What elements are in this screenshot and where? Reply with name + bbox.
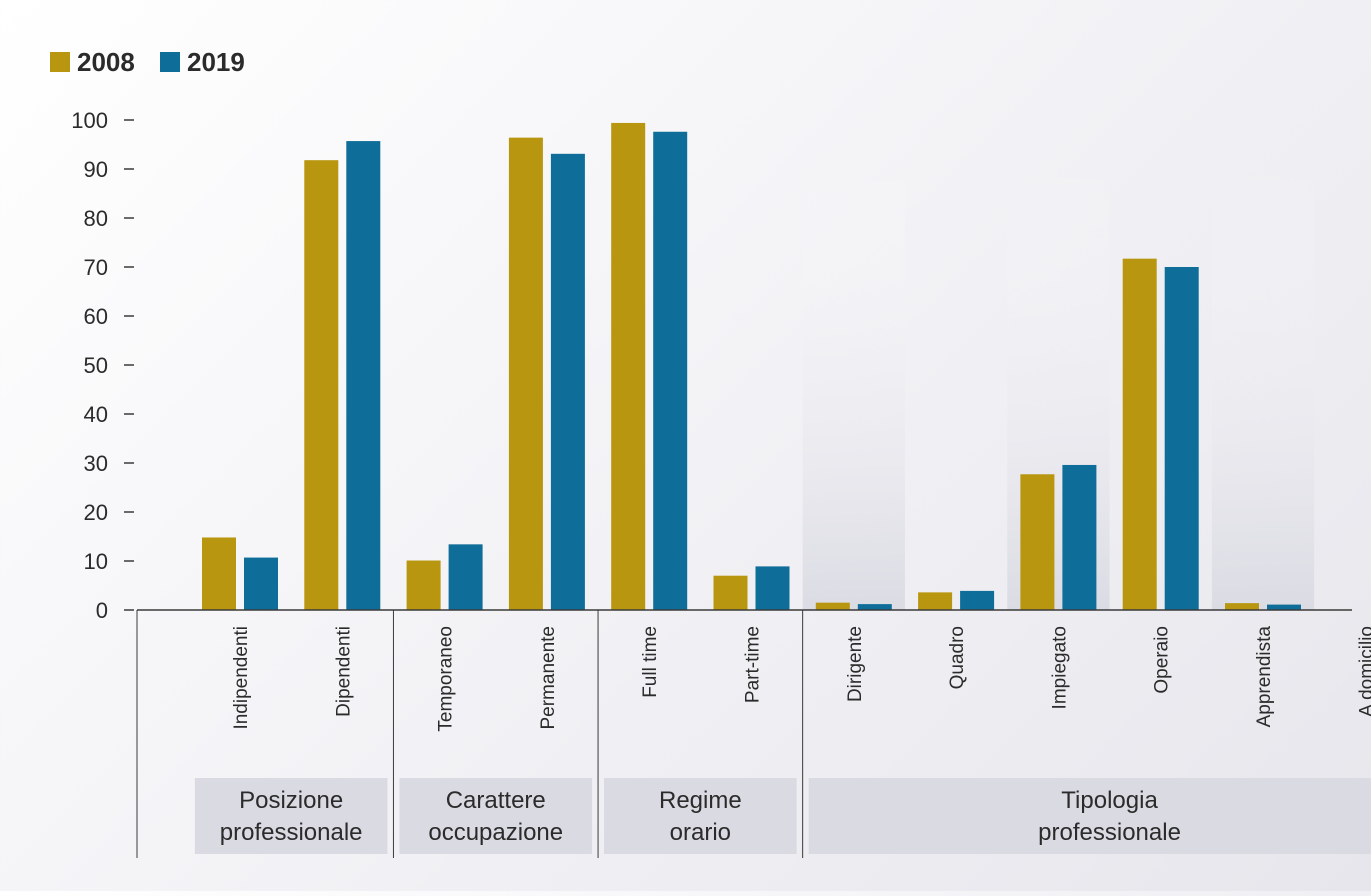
bar-2008 [1225,603,1259,610]
y-tick-label: 0 [96,598,108,623]
category-label: Apprendista [1254,626,1275,728]
y-tick-label: 10 [84,549,108,574]
column-shade [1211,160,1315,610]
bar-2008 [611,122,646,610]
column-shade [802,160,905,610]
category-label: Dirigente [845,626,866,702]
y-tick-label: 20 [84,500,108,525]
category-label: Temporaneo [436,626,457,732]
bar-2019 [244,557,278,610]
category-label: A domicilio [1356,626,1371,717]
bar-2019 [755,566,790,610]
y-tick-label: 50 [84,353,108,378]
group-labels: Posizione professionale Carattere occupazio… [194,610,1371,858]
bar-2019 [1164,267,1199,610]
y-tick-label: 60 [84,304,108,329]
group-label: occupazione [428,819,563,846]
group-label-box [808,778,1371,854]
background-layer [802,160,1315,610]
y-tick-label: 100 [71,108,108,133]
bar-2019 [653,131,688,610]
y-axis: 0 10 20 30 40 50 60 70 80 90 100 [71,108,134,623]
bar-2008 [1122,258,1157,610]
x-axis: Indipendenti Dipendenti Temporaneo Permanen… [136,609,1371,858]
group-label-box [194,778,388,854]
legend: 2008 2019 [50,47,245,77]
bar-2008 [918,592,953,610]
bar-2008 [713,575,748,610]
bar-2008 [304,160,339,610]
group-label: professionale [1038,819,1181,846]
bar-2019 [550,153,585,610]
bar-2019 [1062,464,1097,610]
bar-2008 [406,560,441,610]
bar-2019 [448,544,483,610]
y-tick-label: 80 [84,206,108,231]
group-label: Tipologia [1061,787,1158,814]
category-label: Dipendenti [333,626,354,717]
bar-2008 [202,537,236,610]
y-tick-label: 30 [84,451,108,476]
y-tick-label: 90 [84,157,108,182]
bar-2019 [960,590,995,610]
category-label: Impiegato [1049,626,1070,709]
group-label: Posizione [239,787,343,814]
group-label-box [399,778,593,854]
category-label: Operaio [1152,626,1173,694]
bar-2008 [508,137,543,610]
bar-2019 [1267,604,1301,610]
y-tick-label: 40 [84,402,108,427]
legend-label: 2019 [187,47,245,77]
bars-layer [202,122,1301,610]
legend-swatch [160,52,180,72]
legend-label: 2008 [77,47,135,77]
legend-swatch [50,52,70,72]
bar-2019 [346,141,381,610]
category-label: Permanente [538,626,559,730]
group-label: Regime [659,787,742,814]
group-label: Carattere [446,787,546,814]
bar-2008 [1020,474,1055,610]
y-tick-label: 70 [84,255,108,280]
category-label: Part-time [743,626,764,703]
bar-2019 [857,604,892,610]
group-label-box [604,778,797,854]
group-label: orario [670,819,731,846]
category-label: Quadro [947,626,968,689]
category-label: Indipendenti [231,626,252,730]
group-label: professionale [220,819,363,846]
category-label: Full time [640,626,661,698]
bar-2008 [815,602,850,610]
